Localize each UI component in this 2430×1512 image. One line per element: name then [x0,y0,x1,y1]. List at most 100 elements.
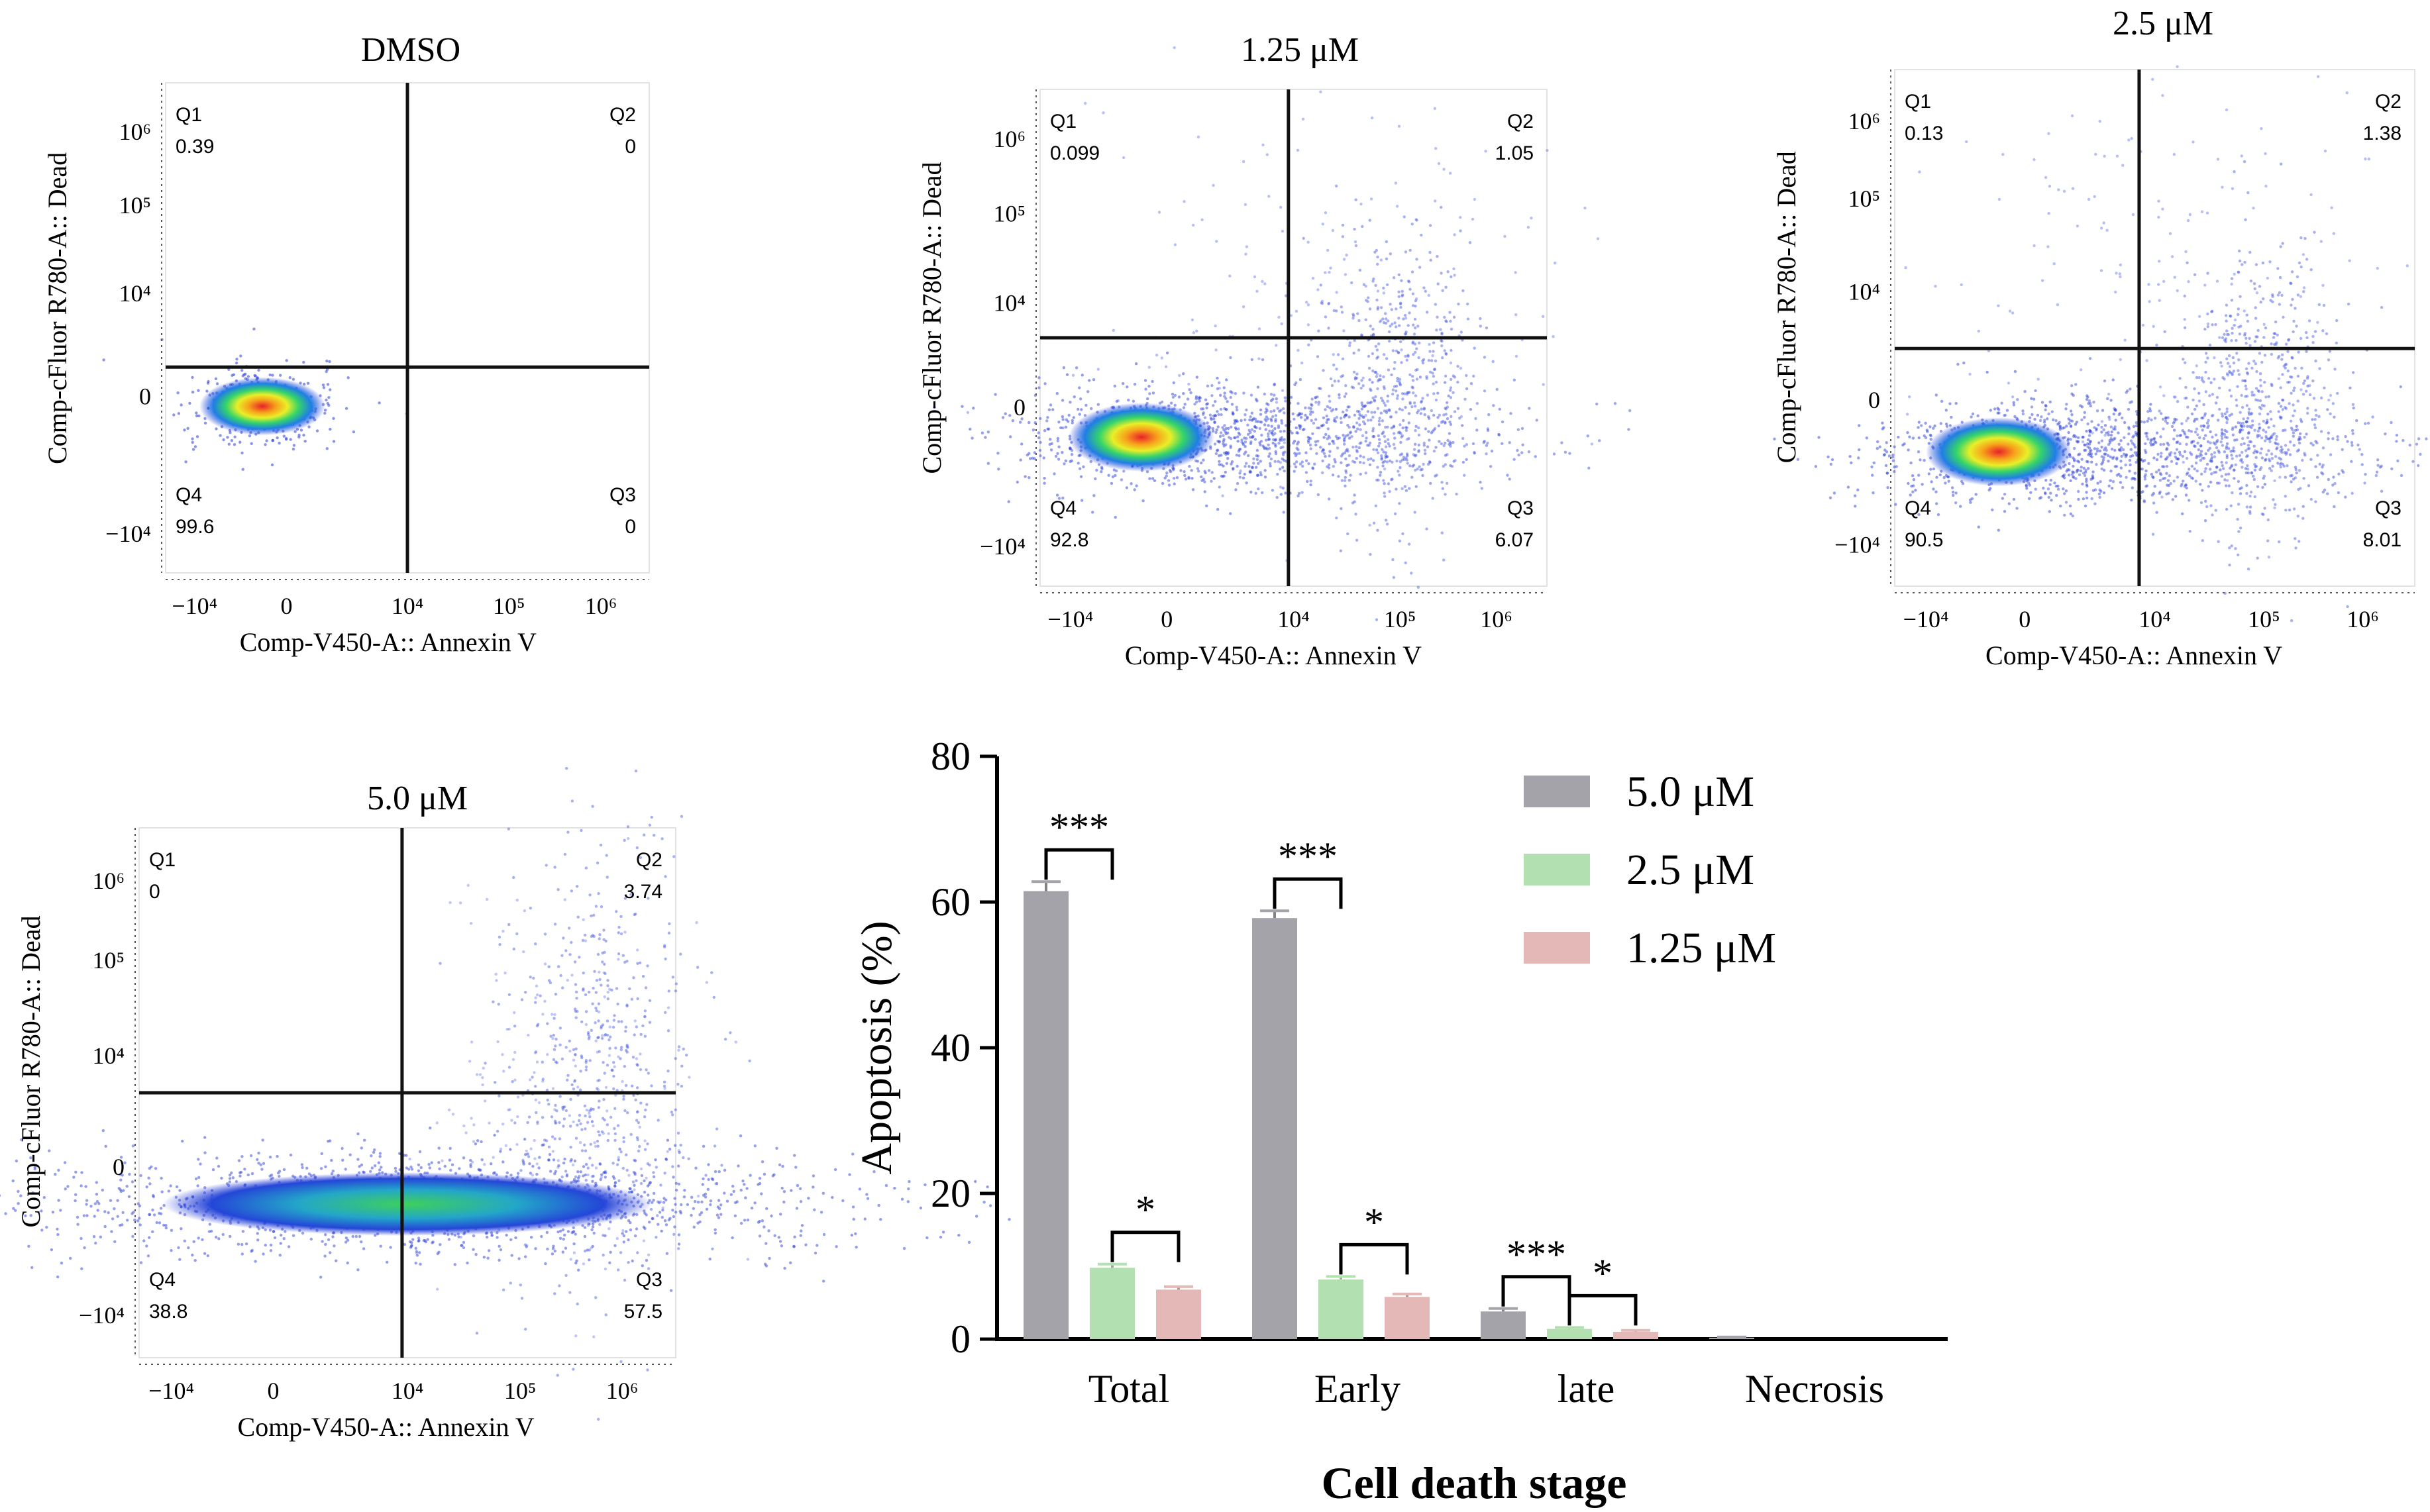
significance-bracket [1275,879,1341,909]
quadrant-q1-name: Q1 [176,104,202,126]
x-tick-label: 10⁴ [392,1378,424,1404]
bar [1252,918,1297,1339]
y-axis-title: Comp-cFluor R780-A:: Dead [1771,151,1801,463]
y-tick-label: 0 [1868,387,1880,413]
x-axis-title: Cell death stage [1322,1458,1627,1508]
x-tick-label: 10⁵ [504,1378,537,1404]
x-tick-label: 10⁴ [392,593,424,619]
x-tick-label: Necrosis [1745,1367,1884,1411]
panel-title: 5.0 μM [367,780,468,817]
quadrant-q4-value: 99.6 [176,516,214,538]
bar [1385,1297,1430,1339]
quadrant-q2-value: 1.05 [1495,142,1534,164]
legend-label: 1.25 μM [1626,924,1776,972]
x-tick-label: 0 [268,1378,280,1404]
quadrant-q4-name: Q4 [1050,497,1077,519]
x-tick-label: Early [1314,1367,1400,1411]
x-tick-label: Total [1088,1367,1169,1411]
bar [1090,1268,1135,1339]
quadrant-q3-name: Q3 [1507,497,1534,519]
y-tick-label: 20 [931,1172,971,1215]
significance-label: * [1136,1188,1155,1232]
y-tick-label: 10⁵ [993,201,1026,227]
quadrant-q3-value: 8.01 [2363,529,2402,551]
quadrant-q3-name: Q3 [636,1269,662,1291]
significance-bracket [1046,850,1112,880]
quadrant-q4-value: 38.8 [149,1301,187,1323]
bar [1318,1280,1363,1339]
panel-title: 1.25 μM [1241,31,1359,69]
quadrant-q4-name: Q4 [149,1269,176,1291]
x-tick-label: 10⁶ [585,593,617,619]
x-tick-label: −10⁴ [172,593,217,619]
significance-label: *** [1049,805,1109,849]
x-tick-label: −10⁴ [148,1378,194,1404]
y-tick-label: 0 [1014,394,1026,421]
quadrant-q1-value: 0.13 [1905,123,1943,144]
quadrant-q2-name: Q2 [636,849,662,871]
y-tick-label: 10⁴ [993,290,1026,317]
quadrant-q3-name: Q3 [2375,497,2402,519]
legend-label: 2.5 μM [1626,846,1754,894]
x-tick-label: 0 [281,593,293,619]
quadrant-q3-name: Q3 [609,484,636,506]
y-tick-label: 80 [931,734,971,778]
y-tick-label: 0 [139,383,151,410]
x-tick-label: 10⁴ [1277,606,1310,632]
quadrant-q2-name: Q2 [1507,111,1534,132]
y-tick-label: −10⁴ [79,1302,125,1329]
x-tick-label: 10⁶ [2347,606,2379,632]
x-axis-title: Comp-V450-A:: Annexin V [240,627,537,657]
y-tick-label: 10⁶ [92,868,125,894]
y-tick-label: 10⁵ [92,947,125,974]
y-tick-label: −10⁴ [105,521,151,547]
x-tick-label: −10⁴ [1047,606,1093,632]
y-tick-label: 10⁶ [119,119,151,145]
y-tick-label: 10⁴ [92,1042,125,1069]
x-axis-title: Comp-V450-A:: Annexin V [1125,640,1422,670]
significance-label: *** [1278,834,1338,878]
significance-label: *** [1506,1233,1566,1276]
bar [1481,1311,1526,1339]
x-tick-label: 10⁵ [2248,606,2280,632]
quadrant-q4-name: Q4 [1905,497,1931,519]
y-tick-label: 10⁵ [1848,185,1880,212]
x-tick-label: 10⁵ [493,593,525,619]
y-tick-label: 0 [951,1317,971,1361]
quadrant-q3-value: 0 [625,516,636,538]
x-tick-label: 10⁶ [606,1378,639,1404]
x-axis-title: Comp-V450-A:: Annexin V [1985,640,2282,670]
quadrant-q3-value: 57.5 [624,1301,662,1323]
y-tick-label: 0 [113,1154,125,1180]
y-tick-label: −10⁴ [1834,532,1880,558]
quadrant-q1-name: Q1 [1905,91,1931,113]
legend-label: 5.0 μM [1626,768,1754,816]
quadrant-q2-name: Q2 [609,104,636,126]
quadrant-q2-value: 3.74 [624,881,662,903]
quadrant-q1-value: 0.099 [1050,142,1100,164]
y-tick-label: 10⁵ [119,192,151,219]
quadrant-q1-value: 0.39 [176,136,214,158]
significance-bracket [1341,1244,1407,1274]
y-tick-label: 40 [931,1026,971,1070]
y-tick-label: 10⁶ [993,126,1026,152]
legend-swatch [1524,776,1590,807]
significance-bracket [1503,1277,1569,1307]
quadrant-q1-name: Q1 [149,849,176,871]
y-axis-title: Comp-cFluor R780-A:: Dead [917,162,947,474]
y-tick-label: 10⁴ [119,280,151,307]
significance-bracket [1112,1233,1179,1262]
quadrant-q4-name: Q4 [176,484,202,506]
y-tick-label: −10⁴ [980,533,1026,560]
legend-swatch [1524,854,1590,885]
x-tick-label: 10⁵ [1384,606,1416,632]
